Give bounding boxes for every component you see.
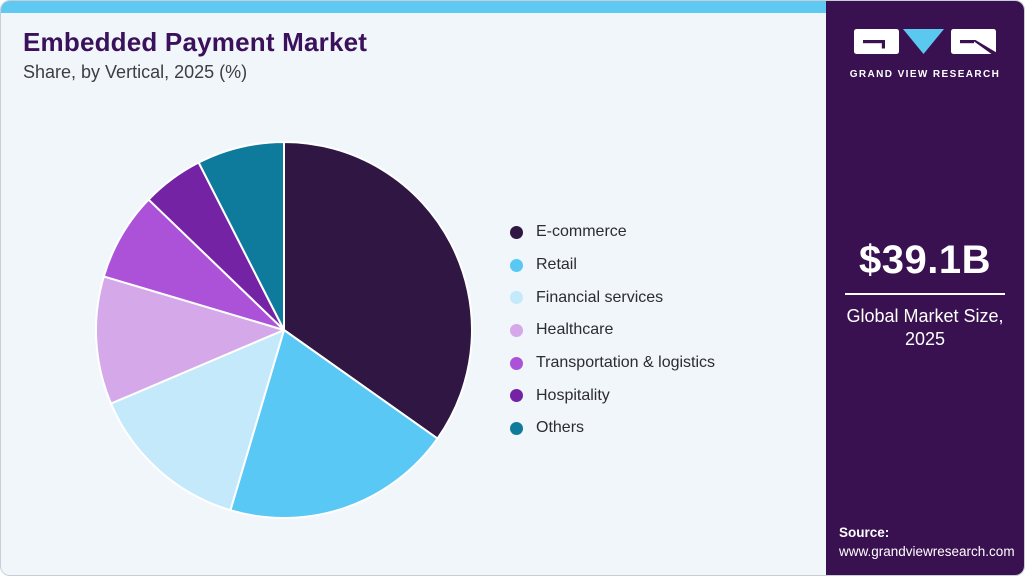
- legend-label: E-commerce: [536, 223, 627, 241]
- logo-g-hook: [881, 40, 885, 49]
- legend-item: Hospitality: [510, 379, 715, 412]
- logo-r-slash: [972, 40, 996, 54]
- market-size-block: $39.1B Global Market Size, 2025: [826, 238, 1024, 350]
- legend-label: Transportation & logistics: [536, 354, 716, 372]
- brand-logo: GRAND VIEW RESEARCH: [826, 29, 1024, 80]
- market-size-value: $39.1B: [859, 238, 991, 282]
- legend-item: Financial services: [510, 281, 715, 314]
- legend-item: Healthcare: [510, 314, 715, 347]
- source-block: Source: www.grandviewresearch.com: [839, 523, 1015, 562]
- pie-slice-retail: [229, 329, 439, 519]
- source-url: www.grandviewresearch.com: [839, 544, 1015, 560]
- legend-swatch: [510, 323, 523, 337]
- legend-label: Healthcare: [536, 321, 614, 339]
- page-subtitle: Share, by Vertical, 2025 (%): [23, 62, 248, 82]
- legend-item: E-commerce: [510, 216, 715, 249]
- market-size-label-line1: Global Market Size,: [846, 306, 1004, 326]
- sidebar: GRAND VIEW RESEARCH $39.1B Global Market…: [826, 1, 1024, 575]
- legend-item: Transportation & logistics: [510, 347, 715, 380]
- legend-swatch: [510, 291, 523, 305]
- logo-v-triangle-icon: [903, 29, 944, 54]
- legend-swatch: [510, 389, 523, 403]
- legend-label: Financial services: [536, 288, 664, 306]
- pie-slice-financial-services: [110, 329, 285, 512]
- pie-chart: [95, 141, 473, 519]
- market-size-label: Global Market Size, 2025: [826, 305, 1024, 350]
- chart-legend: E-commerce Retail Financial services Health…: [510, 216, 715, 445]
- pie-slice-e-commerce: [283, 141, 473, 440]
- pie-slice-others: [197, 141, 285, 331]
- page-title: Embedded Payment Market: [23, 27, 368, 57]
- legend-swatch: [510, 356, 523, 370]
- legend-swatch: [510, 225, 523, 239]
- legend-swatch: [510, 258, 523, 272]
- logo-g-slot: [863, 40, 885, 44]
- legend-label: Hospitality: [536, 386, 610, 404]
- brand-logo-mark: [854, 29, 996, 54]
- legend-swatch: [510, 421, 523, 435]
- chart-panel: Embedded Payment Market Share, by Vertic…: [1, 1, 826, 575]
- legend-item: Retail: [510, 249, 715, 282]
- legend-item: Others: [510, 412, 715, 445]
- logo-r-slot: [960, 40, 974, 44]
- legend-label: Retail: [536, 256, 577, 274]
- source-label: Source:: [839, 524, 890, 540]
- legend-label: Others: [536, 419, 585, 437]
- market-size-label-line2: 2025: [904, 328, 946, 349]
- top-accent-bar: [1, 1, 826, 13]
- pie-slice-healthcare: [95, 275, 285, 405]
- market-size-divider: [845, 293, 1005, 295]
- brand-name: GRAND VIEW RESEARCH: [849, 69, 1001, 80]
